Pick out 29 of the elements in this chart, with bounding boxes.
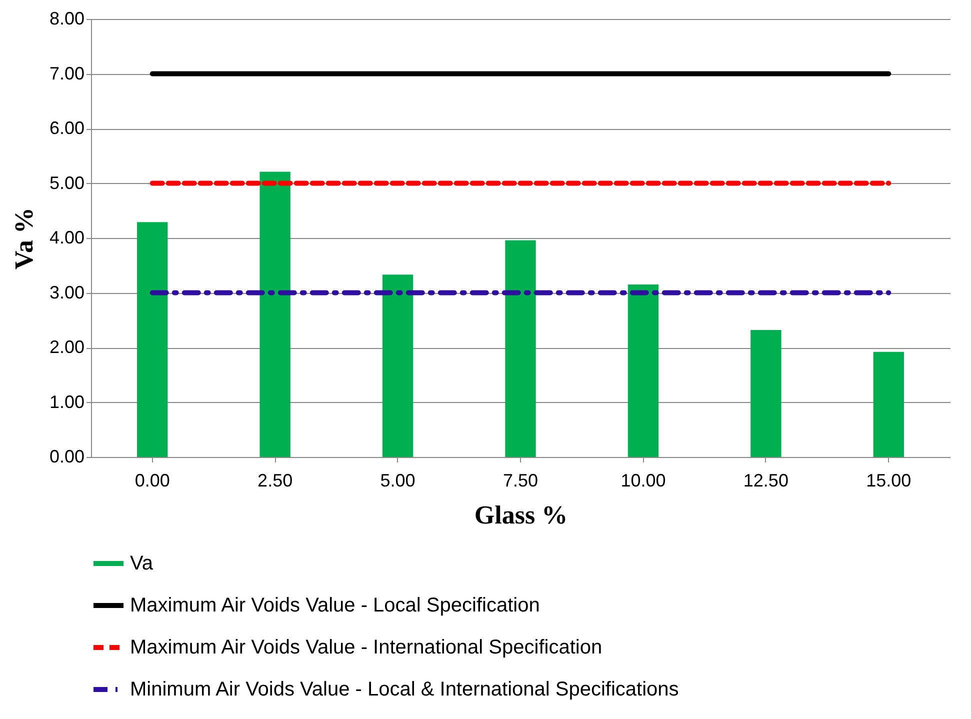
bar: [628, 284, 659, 457]
legend-label: Maximum Air Voids Value - International Specification: [130, 636, 602, 658]
x-tick-label: 10.00: [620, 470, 666, 490]
bar: [505, 240, 536, 457]
legend-label: Maximum Air Voids Value - Local Specification: [130, 594, 540, 616]
bar: [382, 274, 414, 457]
bar: [137, 222, 168, 457]
y-tick-label: 3.00: [49, 282, 84, 302]
legend-label: Minimum Air Voids Value - Local & International Specifications: [130, 678, 679, 700]
bar: [873, 352, 904, 457]
x-tick-label: 15.00: [866, 470, 912, 490]
y-tick-label: 2.00: [49, 337, 84, 357]
y-axis-title: Va %: [9, 208, 38, 270]
y-tick-label: 6.00: [49, 118, 84, 138]
y-tick-label: 4.00: [49, 228, 84, 248]
x-tick-label: 12.50: [743, 470, 788, 490]
x-axis-title: Glass %: [474, 500, 568, 530]
x-tick-label: 7.50: [502, 470, 538, 490]
x-tick-label: 2.50: [258, 470, 293, 490]
x-tick-label: 0.00: [134, 470, 170, 490]
x-tick-label: 5.00: [380, 470, 416, 490]
y-tick-label: 0.00: [49, 446, 84, 466]
y-tick-label: 1.00: [49, 392, 84, 412]
legend-label: Va: [130, 552, 154, 574]
bar: [260, 172, 290, 457]
y-tick-label: 8.00: [49, 8, 84, 28]
y-tick-label: 7.00: [49, 63, 84, 84]
bar: [750, 330, 782, 457]
y-tick-label: 5.00: [49, 172, 84, 193]
